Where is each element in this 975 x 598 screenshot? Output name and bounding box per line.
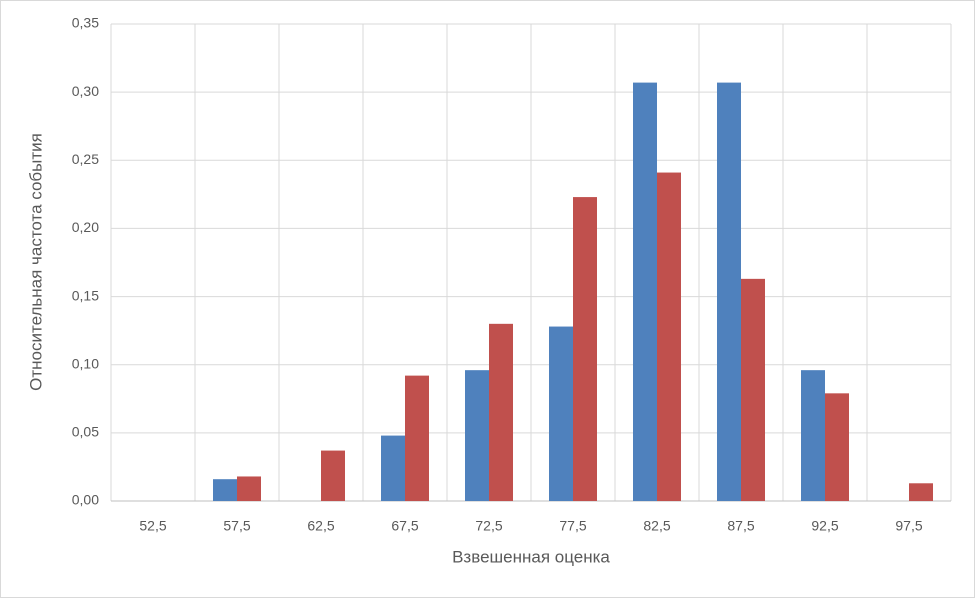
x-axis-title: Взвешенная оценка bbox=[452, 547, 610, 566]
bar bbox=[549, 326, 573, 501]
bar bbox=[213, 479, 237, 501]
bar bbox=[489, 323, 513, 501]
bar bbox=[909, 483, 933, 501]
bar bbox=[237, 476, 261, 501]
bar bbox=[381, 435, 405, 501]
y-tick-label: 0,25 bbox=[72, 151, 99, 167]
x-tick-label: 67,5 bbox=[391, 518, 418, 534]
bar bbox=[573, 197, 597, 501]
x-tick-label: 57,5 bbox=[223, 518, 250, 534]
bar bbox=[633, 82, 657, 502]
x-tick-label: 87,5 bbox=[727, 518, 754, 534]
y-tick-label: 0,35 bbox=[72, 15, 99, 31]
y-tick-label: 0,00 bbox=[72, 492, 99, 508]
x-tick-label: 92,5 bbox=[811, 518, 838, 534]
x-tick-label: 62,5 bbox=[307, 518, 334, 534]
bar bbox=[405, 375, 429, 501]
x-tick-label: 72,5 bbox=[475, 518, 502, 534]
bar bbox=[657, 172, 681, 501]
bar bbox=[465, 370, 489, 501]
bar bbox=[717, 82, 741, 502]
bar bbox=[801, 370, 825, 501]
x-tick-label: 52,5 bbox=[139, 518, 166, 534]
y-tick-label: 0,20 bbox=[72, 219, 99, 235]
bar bbox=[741, 278, 765, 501]
x-tick-label: 82,5 bbox=[643, 518, 670, 534]
bar bbox=[825, 393, 849, 501]
x-tick-label: 77,5 bbox=[559, 518, 586, 534]
y-tick-label: 0,30 bbox=[72, 83, 99, 99]
y-tick-label: 0,15 bbox=[72, 287, 99, 303]
y-tick-label: 0,05 bbox=[72, 424, 99, 440]
y-tick-label: 0,10 bbox=[72, 355, 99, 371]
x-tick-label: 97,5 bbox=[895, 518, 922, 534]
y-axis-title: Относительная частота события bbox=[26, 133, 45, 391]
bar bbox=[321, 450, 345, 501]
